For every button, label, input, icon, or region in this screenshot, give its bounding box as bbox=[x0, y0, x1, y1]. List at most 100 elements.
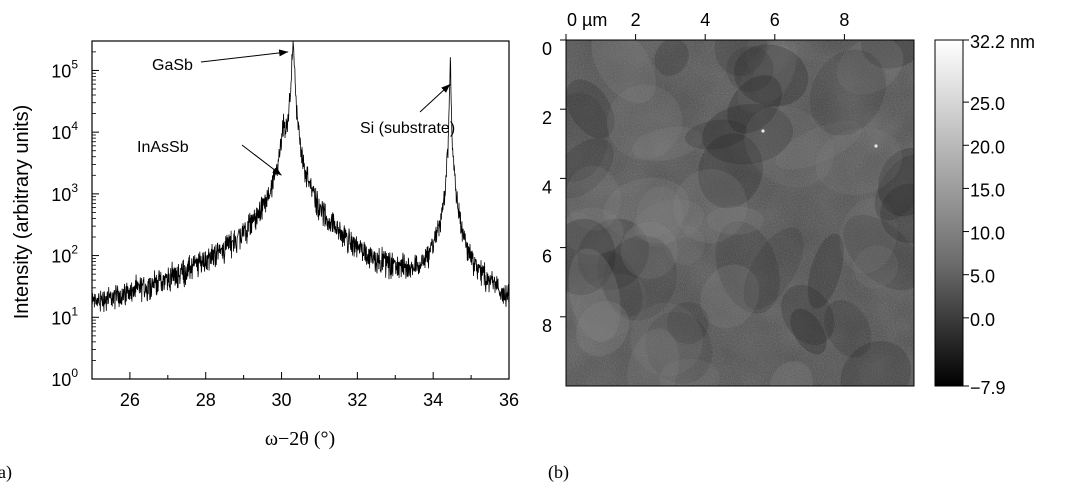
colorbar-tick-label: 15.0 bbox=[970, 180, 1005, 200]
afm-grain bbox=[566, 207, 624, 255]
afm-grain bbox=[706, 206, 764, 235]
afm-grain bbox=[809, 49, 886, 136]
y-tick-label: 100 bbox=[51, 366, 78, 390]
panel-a-xrd-chart: 26 28 30 32 34 36 100 101 102 103 104 105 GaSb InAs… bbox=[0, 40, 519, 483]
afm-grain bbox=[576, 300, 630, 357]
afm-grain bbox=[824, 300, 872, 358]
afm-x-tick-label: 8 bbox=[839, 10, 849, 30]
peak-annotations: GaSb InAsSb Si (substrate) bbox=[137, 49, 455, 176]
afm-grain bbox=[630, 302, 703, 377]
afm-grain bbox=[633, 199, 704, 244]
plot-a-frame bbox=[91, 40, 510, 380]
panel-a-label: (a) bbox=[0, 462, 12, 483]
afm-grain bbox=[840, 340, 912, 386]
afm-grain bbox=[645, 311, 713, 384]
afm-grain bbox=[836, 40, 904, 95]
afm-grain bbox=[726, 46, 774, 92]
afm-grain bbox=[606, 84, 683, 160]
afm-grain bbox=[815, 127, 903, 196]
afm-grain bbox=[591, 40, 656, 104]
y-tick-label: 104 bbox=[51, 119, 78, 143]
y-tick-label: 101 bbox=[51, 304, 78, 328]
y-tick-label: 102 bbox=[51, 243, 78, 267]
xrd-data-line bbox=[91, 40, 510, 312]
peak-annotation-label: Si (substrate) bbox=[360, 120, 455, 137]
afm-x-tick-label: 6 bbox=[770, 10, 780, 30]
afm-grain bbox=[715, 221, 780, 314]
afm-grain bbox=[874, 154, 914, 221]
afm-x-tick-label: 0 µm bbox=[567, 10, 607, 30]
afm-grain bbox=[700, 264, 760, 329]
annotation-arrowhead bbox=[272, 167, 282, 176]
afm-grain bbox=[603, 177, 690, 240]
afm-grain bbox=[685, 119, 748, 150]
afm-y-tick-label: 6 bbox=[542, 247, 552, 267]
afm-grain bbox=[769, 361, 813, 386]
afm-y-tick-label: 4 bbox=[542, 177, 552, 197]
colorbar-tick-label: 32.2 nm bbox=[970, 32, 1035, 52]
y-tick-label: 103 bbox=[51, 181, 78, 205]
afm-grain bbox=[752, 44, 796, 102]
afm-grain bbox=[880, 183, 914, 244]
afm-y-tick-label: 8 bbox=[542, 316, 552, 336]
x-tick-label: 32 bbox=[347, 390, 367, 410]
afm-y-tick-label: 2 bbox=[542, 108, 552, 128]
afm-x-ticks: 0 µm 2 4 6 8 bbox=[565, 10, 849, 40]
colorbar-tick-label: 0.0 bbox=[970, 310, 995, 330]
x-tick-label: 36 bbox=[499, 390, 519, 410]
x-tick-label: 28 bbox=[196, 390, 216, 410]
afm-grain bbox=[733, 44, 809, 107]
annotation-arrowhead bbox=[278, 49, 289, 57]
y-tick-label: 105 bbox=[51, 57, 78, 81]
afm-grain bbox=[566, 92, 609, 182]
afm-grain bbox=[737, 40, 798, 113]
afm-grain bbox=[702, 103, 794, 165]
afm-topography-map bbox=[566, 40, 914, 386]
afm-grain bbox=[620, 221, 678, 279]
afm-grain bbox=[807, 233, 844, 309]
x-tick-label: 26 bbox=[120, 390, 140, 410]
y-axis-label: Intensity (arbitrary units) bbox=[11, 105, 33, 320]
afm-grain bbox=[775, 120, 862, 170]
peak-annotation-label: InAsSb bbox=[137, 139, 189, 156]
afm-grain bbox=[843, 215, 914, 291]
afm-grain bbox=[636, 186, 684, 247]
afm-grain bbox=[603, 235, 677, 321]
colorbar-tick-label: 20.0 bbox=[970, 137, 1005, 157]
afm-frame bbox=[565, 39, 915, 387]
afm-grain bbox=[627, 328, 680, 386]
afm-grain bbox=[632, 126, 702, 161]
afm-grain bbox=[566, 138, 614, 199]
afm-x-tick-label: 2 bbox=[631, 10, 641, 30]
afm-grain bbox=[659, 358, 720, 386]
colorbar-tick-label: 10.0 bbox=[970, 224, 1005, 244]
colorbar bbox=[934, 39, 964, 387]
afm-grain bbox=[745, 40, 790, 77]
afm-grain bbox=[743, 227, 804, 310]
afm-grain bbox=[790, 308, 827, 355]
peak-annotation-label: GaSb bbox=[152, 57, 193, 74]
colorbar-ticks: 32.2 nm 25.0 20.0 15.0 10.0 5.0 0.0 −7.9 bbox=[963, 32, 1035, 398]
panel-b-afm-image: 0 µm 2 4 6 8 0 2 4 6 8 32.2 nm 25.0 20.0 15.0 10.0 5.… bbox=[542, 10, 1035, 483]
afm-grain bbox=[664, 224, 705, 265]
afm-y-ticks: 0 2 4 6 8 bbox=[542, 39, 566, 336]
afm-x-tick-label: 4 bbox=[700, 10, 710, 30]
afm-grain bbox=[572, 273, 648, 340]
afm-grain bbox=[853, 245, 899, 289]
afm-grain bbox=[698, 133, 763, 209]
x-tick-label: 30 bbox=[272, 390, 292, 410]
afm-grain bbox=[597, 250, 643, 317]
afm-grain bbox=[666, 301, 709, 345]
afm-grain bbox=[673, 169, 748, 244]
afm-grain bbox=[878, 147, 914, 217]
colorbar-tick-label: 25.0 bbox=[970, 94, 1005, 114]
annotation-arrow bbox=[200, 51, 289, 63]
afm-grain bbox=[781, 284, 835, 346]
afm-grain bbox=[744, 105, 834, 188]
afm-y-tick-label: 0 bbox=[542, 39, 552, 59]
x-tick-label: 34 bbox=[423, 390, 443, 410]
annotation-arrowhead bbox=[441, 84, 451, 93]
afm-grain bbox=[714, 40, 768, 77]
afm-grain bbox=[727, 75, 782, 134]
